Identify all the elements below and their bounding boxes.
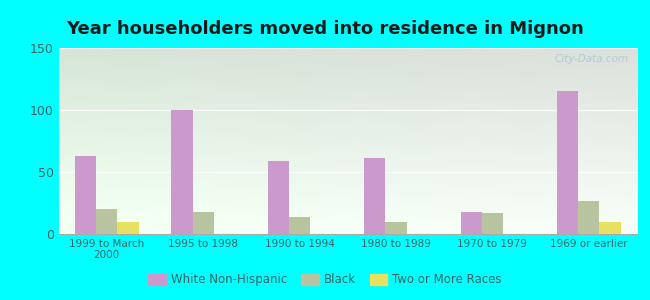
Legend: White Non-Hispanic, Black, Two or More Races: White Non-Hispanic, Black, Two or More R…: [144, 269, 506, 291]
Bar: [117, 222, 138, 234]
Bar: [75, 156, 96, 234]
Bar: [364, 158, 385, 234]
Bar: [96, 209, 117, 234]
Bar: [192, 212, 214, 234]
Bar: [268, 161, 289, 234]
Text: City-Data.com: City-Data.com: [554, 54, 629, 64]
Text: Year householders moved into residence in Mignon: Year householders moved into residence i…: [66, 20, 584, 38]
Bar: [289, 217, 310, 234]
Bar: [172, 110, 192, 234]
Bar: [599, 222, 621, 234]
Bar: [578, 200, 599, 234]
Bar: [557, 92, 578, 234]
Bar: [461, 212, 482, 234]
Bar: [482, 213, 503, 234]
Bar: [385, 222, 406, 234]
